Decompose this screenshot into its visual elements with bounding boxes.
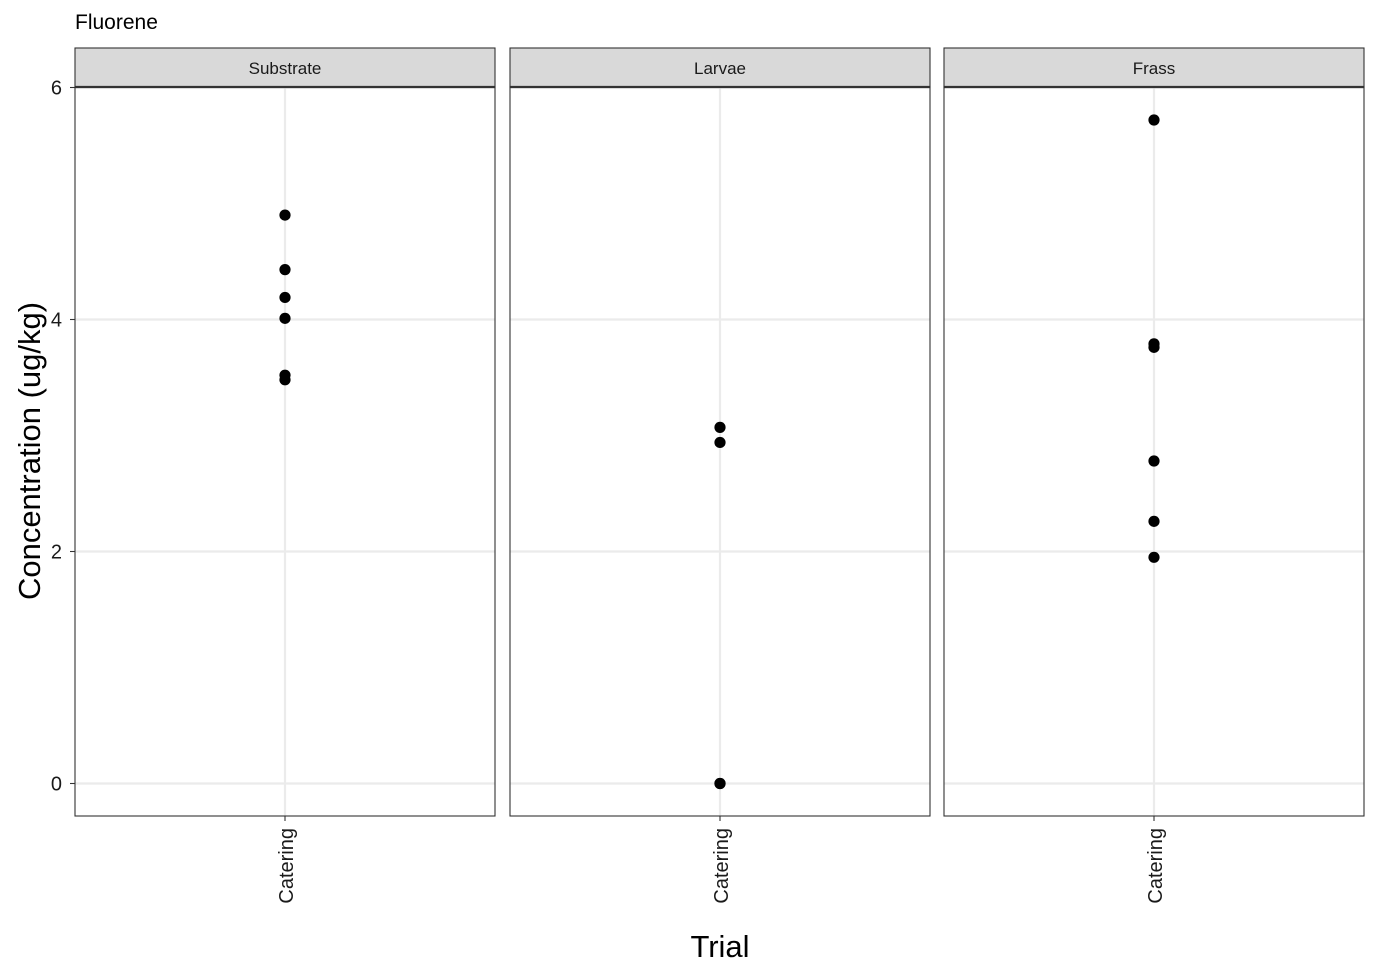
data-point <box>1148 114 1160 126</box>
y-tick-label: 0 <box>51 774 62 796</box>
x-tick-label: Catering <box>276 828 298 904</box>
x-tick-label: Catering <box>711 828 733 904</box>
y-tick-label: 4 <box>51 310 62 332</box>
data-point <box>1148 341 1160 353</box>
facet-strip-label: Substrate <box>249 59 322 78</box>
chart-title: Fluorene <box>75 11 158 34</box>
facet-panel-larvae: Larvae Catering <box>509 47 931 904</box>
facet-strip <box>509 47 931 88</box>
data-point <box>1148 551 1160 563</box>
data-point <box>1148 455 1160 467</box>
data-point <box>714 436 726 449</box>
y-axis: 0 2 4 6 <box>51 78 75 796</box>
x-tick-label: Catering <box>1145 828 1167 904</box>
x-axis-title: Trial <box>690 929 749 964</box>
facet-panels: Substrate Catering Larvae Catering Frass Cate… <box>74 47 1365 904</box>
facet-panel-substrate: Substrate Catering <box>74 47 496 904</box>
facet-strip-label: Frass <box>1133 59 1176 78</box>
y-axis-title: Concentration (ug/kg) <box>12 302 47 600</box>
facet-panel-frass: Frass Catering <box>943 47 1365 904</box>
y-tick-label: 2 <box>51 542 62 564</box>
data-point <box>714 777 726 790</box>
data-point <box>1148 515 1160 527</box>
y-tick-label: 6 <box>51 78 62 100</box>
data-point <box>279 312 291 324</box>
data-point <box>279 209 291 221</box>
data-point <box>714 421 726 433</box>
data-point <box>279 264 291 276</box>
facet-strip-label: Larvae <box>694 59 746 78</box>
facet-strip <box>943 47 1365 88</box>
data-point <box>279 291 291 304</box>
data-point <box>279 374 291 386</box>
